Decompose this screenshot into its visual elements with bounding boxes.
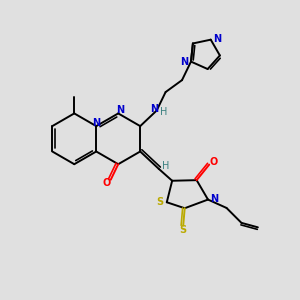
Text: N: N [116, 105, 124, 115]
Text: H: H [160, 107, 167, 117]
Text: N: N [180, 57, 188, 67]
Text: N: N [92, 118, 100, 128]
Text: O: O [102, 178, 110, 188]
Text: S: S [157, 197, 164, 207]
Text: N: N [150, 104, 158, 114]
Text: N: N [213, 34, 221, 44]
Text: N: N [211, 194, 219, 204]
Text: H: H [162, 161, 169, 171]
Text: S: S [180, 225, 187, 235]
Text: O: O [209, 157, 218, 167]
